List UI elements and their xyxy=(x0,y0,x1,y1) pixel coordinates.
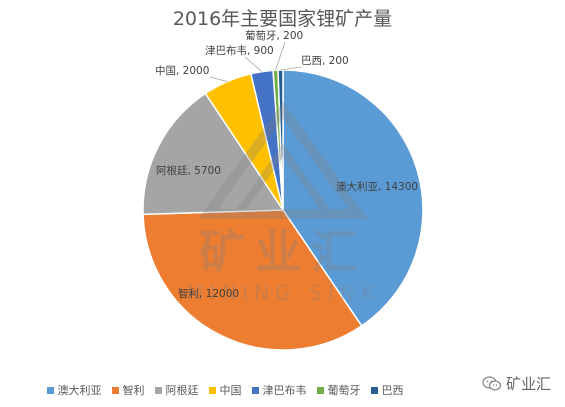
legend-swatch-2 xyxy=(154,386,162,394)
chart-legend: 澳大利亚 智利 阿根廷 中国 津巴布韦 葡萄牙 巴西 xyxy=(0,382,450,398)
leader-line-5 xyxy=(275,41,286,71)
legend-label-0: 澳大利亚 xyxy=(57,384,102,397)
data-label-4: 津巴布韦, 900 xyxy=(205,45,274,57)
legend-label-5: 葡萄牙 xyxy=(327,384,361,397)
data-label-3: 中国, 2000 xyxy=(155,64,209,77)
legend-item-4: 津巴布韦 xyxy=(251,382,307,398)
legend-label-4: 津巴布韦 xyxy=(262,384,307,397)
pie-slice-2 xyxy=(142,92,285,216)
legend-item-3: 中国 xyxy=(208,382,242,398)
legend-swatch-6 xyxy=(370,386,378,394)
legend-item-5: 葡萄牙 xyxy=(316,382,361,398)
data-label-1: 智利, 12000 xyxy=(178,287,239,300)
wechat-tag: 矿业汇 xyxy=(482,373,551,394)
legend-item-0: 澳大利亚 xyxy=(46,382,102,398)
wechat-label: 矿业汇 xyxy=(506,375,552,393)
legend-swatch-1 xyxy=(111,386,119,394)
legend-label-1: 智利 xyxy=(122,384,145,397)
legend-item-2: 阿根廷 xyxy=(154,382,199,398)
watermark-subtext: MINING SINK xyxy=(186,281,380,305)
leader-line-4 xyxy=(244,56,263,72)
legend-label-6: 巴西 xyxy=(381,384,404,397)
chart-title: 2016年主要国家锂矿产量 xyxy=(172,8,393,30)
data-label-5: 葡萄牙, 200 xyxy=(245,29,303,42)
legend-swatch-5 xyxy=(316,386,324,394)
legend-label-2: 阿根廷 xyxy=(165,384,199,397)
data-label-6: 巴西, 200 xyxy=(301,55,349,67)
legend-swatch-4 xyxy=(251,386,259,394)
legend-label-3: 中国 xyxy=(219,384,242,397)
data-label-2: 阿根廷, 5700 xyxy=(156,164,221,177)
leader-line-3 xyxy=(209,76,228,82)
leader-line-6 xyxy=(280,66,302,71)
watermark-text: 矿业汇 xyxy=(199,225,367,279)
legend-swatch-3 xyxy=(208,386,216,394)
watermark-logo: 矿业汇 MINING SINK xyxy=(186,101,380,305)
data-label-0: 澳大利亚, 14300 xyxy=(336,180,418,193)
pie-slice-1 xyxy=(142,209,363,351)
legend-item-1: 智利 xyxy=(111,382,145,398)
wechat-icon xyxy=(482,375,502,392)
legend-item-6: 巴西 xyxy=(370,382,404,398)
legend-swatch-0 xyxy=(46,386,54,394)
pie-slice-0 xyxy=(282,69,424,327)
